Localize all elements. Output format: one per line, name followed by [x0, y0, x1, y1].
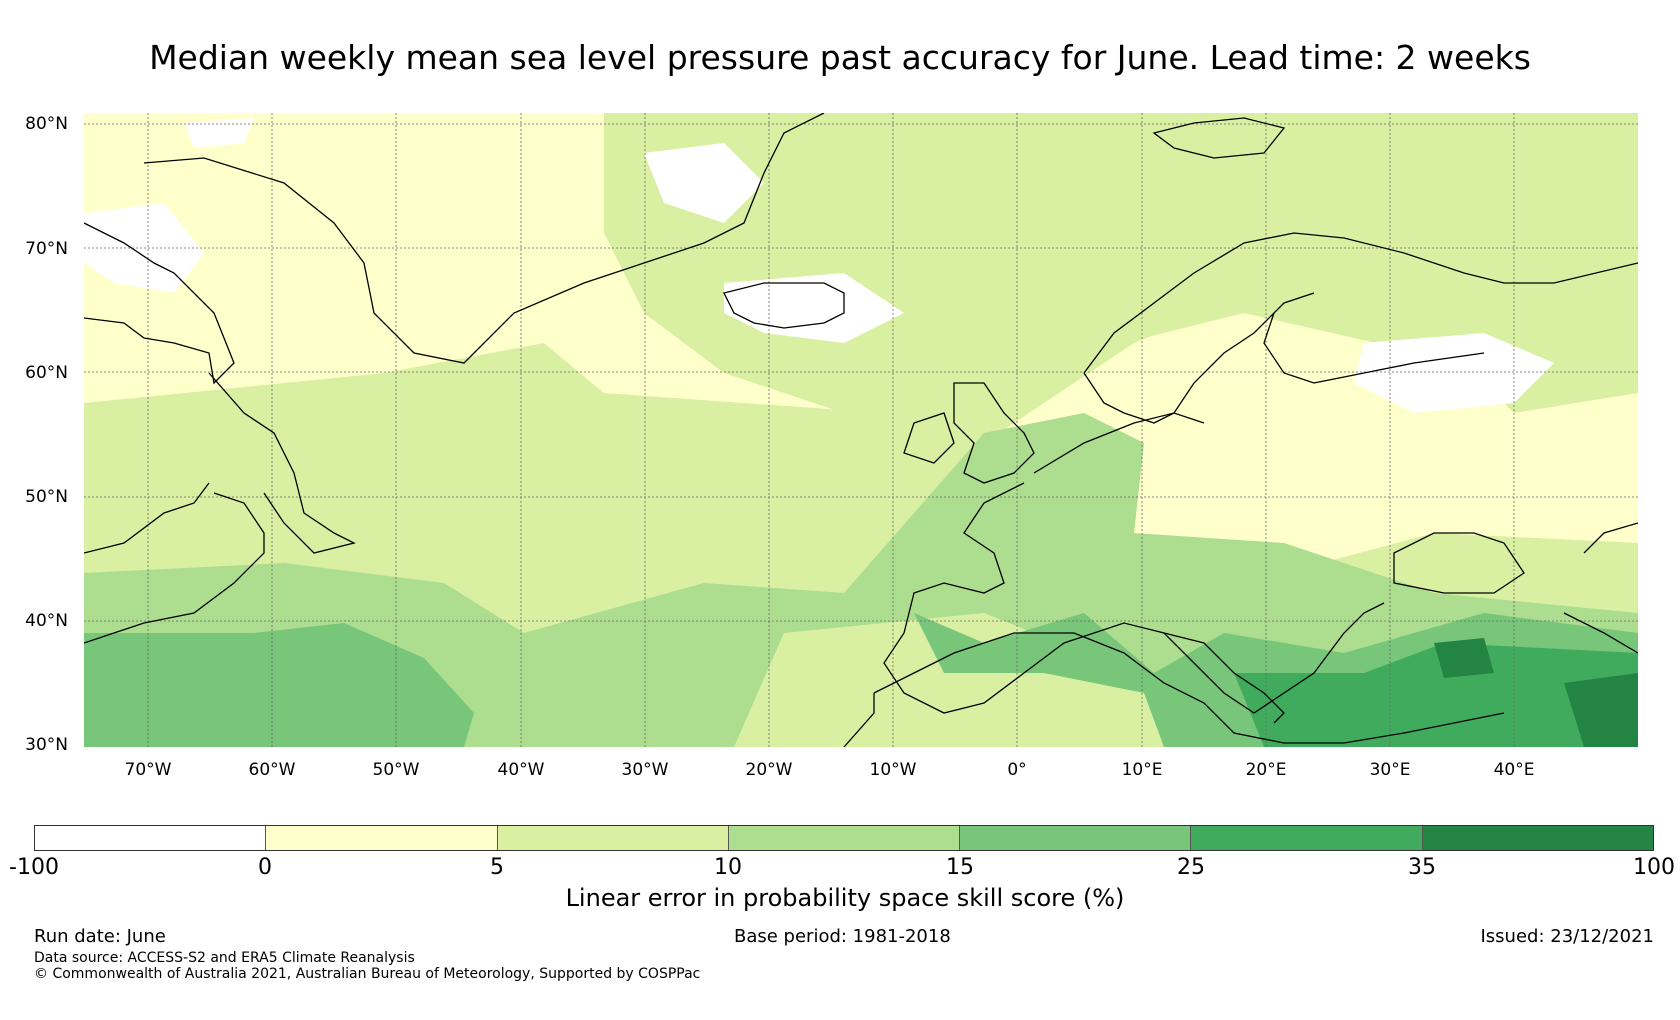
- colorbar-tick: 35: [1408, 855, 1436, 880]
- lon-label-20w: 20°W: [745, 760, 793, 780]
- colorbar: [34, 825, 1654, 851]
- lon-label-10w: 10°W: [869, 760, 917, 780]
- map-title: Median weekly mean sea level pressure pa…: [149, 38, 1531, 77]
- colorbar-tick: 5: [490, 855, 504, 880]
- colorbar-segment: [1422, 826, 1653, 850]
- lon-label-60w: 60°W: [248, 760, 296, 780]
- lon-label-20e: 20°E: [1245, 760, 1287, 780]
- colorbar-label: Linear error in probability space skill …: [565, 884, 1125, 912]
- colorbar-segment: [960, 826, 1192, 850]
- colorbar-tick: -100: [9, 855, 59, 880]
- base-period: Base period: 1981-2018: [734, 926, 951, 947]
- colorbar-segment: [266, 826, 498, 850]
- lat-label-60n: 60°N: [25, 363, 68, 383]
- data-source: Data source: ACCESS-S2 and ERA5 Climate …: [34, 950, 415, 966]
- colorbar-segment: [497, 826, 729, 850]
- lon-label-70w: 70°W: [124, 760, 172, 780]
- colorbar-segment: [1191, 826, 1423, 850]
- lon-label-30w: 30°W: [621, 760, 669, 780]
- skill-score-map: [84, 113, 1638, 747]
- lon-label-50w: 50°W: [372, 760, 420, 780]
- lat-label-40n: 40°N: [25, 611, 68, 631]
- lon-label-40e: 40°E: [1493, 760, 1535, 780]
- issued-date: Issued: 23/12/2021: [1480, 926, 1654, 947]
- copyright: © Commonwealth of Australia 2021, Austra…: [34, 966, 701, 982]
- colorbar-segment: [728, 826, 961, 850]
- colorbar-tick: 25: [1177, 855, 1205, 880]
- colorbar-tick: 100: [1633, 855, 1675, 880]
- colorbar-tick: 15: [946, 855, 974, 880]
- colorbar-tick: 10: [714, 855, 742, 880]
- lat-label-80n: 80°N: [25, 114, 68, 134]
- colorbar-segment: [35, 826, 267, 850]
- run-date: Run date: June: [34, 926, 166, 947]
- lon-label-10e: 10°E: [1121, 760, 1163, 780]
- lon-label-40w: 40°W: [497, 760, 545, 780]
- lat-label-50n: 50°N: [25, 487, 68, 507]
- lat-label-30n: 30°N: [25, 735, 68, 755]
- lat-label-70n: 70°N: [25, 239, 68, 259]
- lon-label-0: 0°: [1007, 760, 1027, 780]
- lon-label-30e: 30°E: [1369, 760, 1411, 780]
- map-plot: [84, 113, 1638, 747]
- colorbar-tick: 0: [258, 855, 272, 880]
